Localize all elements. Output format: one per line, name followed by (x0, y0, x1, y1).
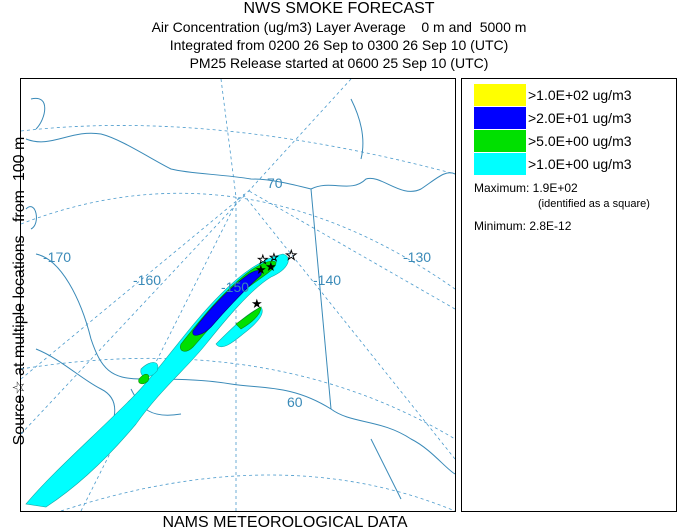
source-star-icon: ☆ (285, 248, 298, 264)
legend: >1.0E+02 ug/m3 >2.0E+01 ug/m3 >5.0E+00 u… (461, 78, 677, 512)
legend-swatch (474, 153, 526, 175)
source-star-icon: ☆ (257, 253, 269, 268)
source-star-icon: ★ (265, 260, 277, 275)
lat-label: 70 (267, 175, 283, 191)
lat-label: 60 (287, 394, 303, 410)
legend-minimum: Minimum: 2.8E-12 (474, 219, 572, 233)
source-markers: ★ ★ ☆ ☆ ★ ☆ (251, 248, 298, 312)
coastlines (25, 97, 455, 500)
lat-grid (21, 125, 455, 511)
source-star-icon: ★ (255, 263, 267, 278)
legend-swatch (474, 84, 526, 106)
legend-label: >5.0E+00 ug/m3 (528, 133, 632, 149)
smoke-plume (25, 253, 289, 508)
map-frame: ★ ★ ☆ ☆ ★ ☆ -170 -160 -150 -140 -130 70 … (20, 78, 456, 512)
legend-maximum: Maximum: 1.9E+02 (474, 181, 578, 195)
lon-label: -130 (403, 249, 431, 265)
legend-swatch (474, 130, 526, 152)
lon-label: -140 (313, 272, 341, 288)
lon-grid (21, 79, 455, 511)
legend-swatch (474, 107, 526, 129)
concentration-subtitle: Air Concentration (ug/m3) Layer Average … (151, 19, 527, 35)
lon-label: -150 (221, 279, 249, 295)
legend-label: >1.0E+02 ug/m3 (528, 87, 632, 103)
met-data-label: NAMS METEOROLOGICAL DATA (162, 514, 408, 531)
map: ★ ★ ☆ ☆ ★ ☆ -170 -160 -150 -140 -130 70 … (21, 79, 455, 511)
source-star-icon: ★ (251, 297, 263, 312)
integration-period: Integrated from 0200 26 Sep to 0300 26 S… (169, 37, 509, 53)
source-star-icon: ☆ (269, 251, 279, 264)
legend-maximum-note: (identified as a square) (538, 198, 650, 210)
legend-label: >2.0E+01 ug/m3 (528, 110, 632, 126)
forecast-title: NWS SMOKE FORECAST (243, 0, 435, 17)
legend-label: >1.0E+00 ug/m3 (528, 156, 632, 172)
lon-label: -160 (133, 272, 161, 288)
grid-labels: -170 -160 -150 -140 -130 70 60 (43, 175, 431, 410)
lon-label: -170 (43, 249, 71, 265)
release-info: PM25 Release started at 0600 25 Sep 10 (… (189, 55, 489, 71)
